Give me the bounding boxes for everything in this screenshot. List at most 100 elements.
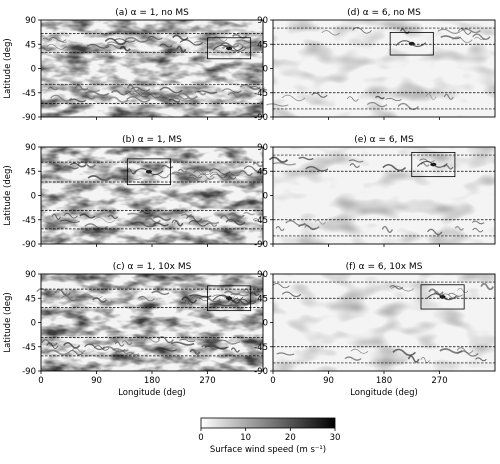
- y-tick-label: -45: [22, 89, 36, 99]
- y-tick-label: -90: [254, 367, 268, 377]
- wind-streak: [281, 94, 306, 102]
- y-tick-label: 90: [25, 143, 36, 153]
- wind-streak: [157, 336, 174, 344]
- wind-streak: [272, 162, 296, 166]
- wind-streak: [193, 169, 212, 175]
- x-tick-label: 0: [38, 376, 43, 386]
- wind-streak: [101, 346, 126, 353]
- wind-streak: [209, 171, 228, 179]
- wind-streak: [84, 223, 108, 230]
- wind-streak: [48, 37, 67, 42]
- wind-speed-field: [273, 274, 495, 371]
- wind-streak: [321, 30, 340, 36]
- y-tick-label: 0: [263, 65, 268, 75]
- vortex-arm: [212, 294, 244, 302]
- wind-streak: [69, 162, 87, 168]
- wind-streak: [188, 174, 203, 179]
- wind-streak: [232, 42, 253, 49]
- y-tick-label: 0: [263, 192, 268, 202]
- wind-streak: [93, 217, 116, 223]
- panel-e: (e) α = 6, MS 90 45 0 -45 -90: [254, 135, 496, 250]
- wind-streak: [220, 42, 240, 48]
- wind-streak: [243, 165, 265, 173]
- highlight-box: [126, 158, 171, 186]
- wind-streak: [155, 347, 178, 352]
- wind-speed-field: [41, 147, 263, 244]
- wind-streak: [239, 84, 261, 91]
- wind-streak: [457, 288, 469, 294]
- wind-streak: [219, 214, 236, 223]
- wind-streak: [266, 103, 289, 107]
- y-tick-label: 45: [257, 167, 268, 177]
- wind-streak: [124, 90, 136, 96]
- wind-streak: [120, 177, 142, 181]
- wind-streak: [72, 347, 86, 353]
- y-tick-label: 45: [257, 40, 268, 50]
- wind-streak: [189, 294, 212, 298]
- y-tick-label: -45: [254, 89, 268, 99]
- wind-streak: [104, 37, 127, 45]
- wind-streak: [63, 46, 74, 52]
- wind-streak: [366, 102, 388, 108]
- panel-title: (a) α = 1, no MS: [115, 8, 189, 18]
- wind-streak: [172, 94, 190, 100]
- x-tick-label: 90: [323, 376, 334, 386]
- wind-streak: [180, 212, 193, 216]
- wind-streak: [252, 218, 264, 223]
- wind-streak: [208, 168, 231, 175]
- wind-streak: [281, 291, 302, 298]
- wind-streak: [275, 226, 285, 232]
- wind-streak: [46, 349, 70, 356]
- wind-streak: [385, 97, 402, 102]
- wind-streak: [127, 212, 150, 217]
- y-tick-label: 90: [25, 16, 36, 26]
- wind-streak: [81, 95, 96, 100]
- x-tick-label: 270: [431, 376, 447, 386]
- y-tick-label: -45: [22, 343, 36, 353]
- y-tick-label: -45: [22, 216, 36, 226]
- wind-streak: [457, 28, 472, 35]
- wind-streak: [204, 345, 228, 350]
- wind-streak: [107, 214, 119, 220]
- x-axis-label: Longitude (deg): [118, 388, 186, 398]
- wind-streak: [93, 345, 110, 351]
- wind-streak: [191, 295, 210, 302]
- wind-streak: [151, 290, 170, 296]
- y-tick-label: -90: [22, 240, 36, 250]
- wind-streak: [348, 159, 364, 163]
- wind-streak: [188, 220, 209, 227]
- wind-streak: [63, 342, 81, 349]
- wind-streak: [224, 172, 240, 177]
- wind-streak: [114, 341, 125, 347]
- y-tick-label: -45: [254, 216, 268, 226]
- wind-streak: [456, 347, 474, 354]
- wind-streak: [68, 349, 84, 356]
- wind-streak: [159, 86, 183, 94]
- wind-streak: [217, 339, 238, 345]
- wind-streak: [298, 156, 314, 161]
- wind-streak: [131, 221, 157, 228]
- wind-streak: [419, 158, 435, 163]
- wind-streak: [243, 211, 255, 216]
- colorbar-tick-label: 30: [330, 433, 341, 443]
- wind-streak: [186, 167, 209, 172]
- highlight-box: [207, 285, 252, 312]
- wind-streak: [344, 356, 362, 361]
- wind-streak: [250, 292, 260, 296]
- wind-streak: [46, 342, 59, 349]
- wind-streak: [375, 95, 385, 100]
- wind-streak: [475, 357, 487, 362]
- wind-streak: [471, 220, 485, 225]
- y-tick-label: -45: [254, 343, 268, 353]
- wind-streak: [159, 43, 173, 48]
- wind-streak: [63, 165, 79, 170]
- wind-streak: [452, 36, 473, 43]
- wind-streak: [382, 163, 407, 172]
- wind-streak: [139, 210, 151, 215]
- wind-streak: [381, 225, 394, 233]
- wind-streak: [189, 349, 201, 355]
- wind-streak: [425, 93, 437, 100]
- wind-streak: [304, 225, 316, 231]
- wind-streak: [78, 88, 101, 93]
